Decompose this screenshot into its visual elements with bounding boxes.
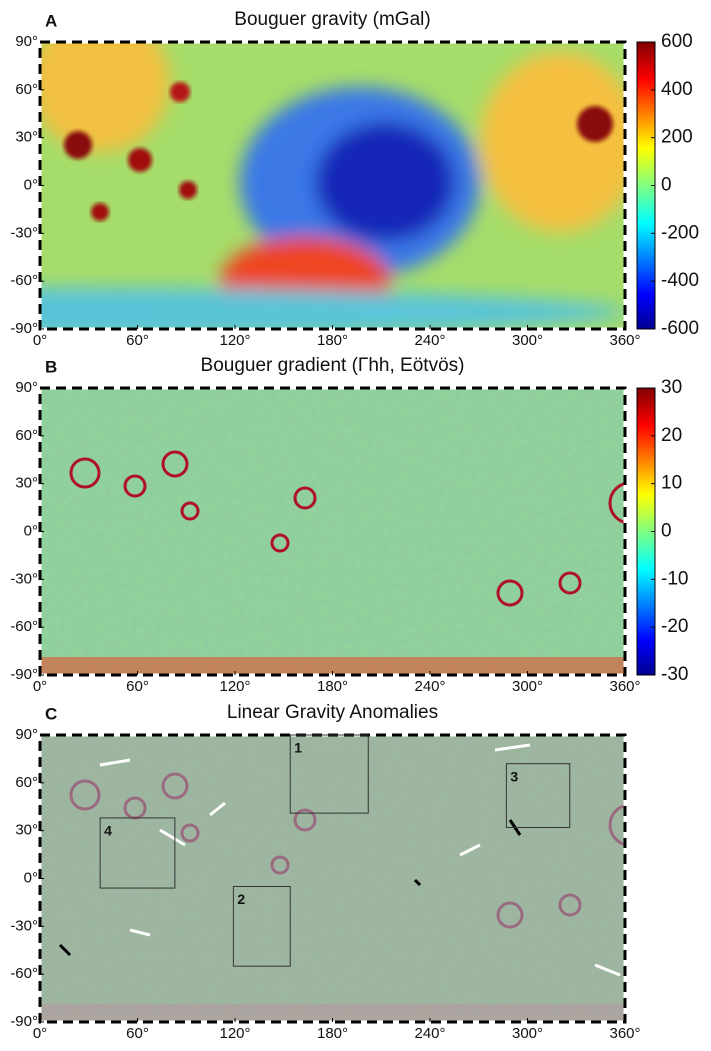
y-tick-label: 0° <box>24 176 38 193</box>
y-tick-label: 30° <box>15 822 38 839</box>
x-tick-label: 180° <box>317 678 348 695</box>
spot <box>64 131 92 159</box>
colorbar-tick-label: 0 <box>661 175 672 196</box>
x-tick-label: 120° <box>219 1025 250 1042</box>
y-tick-label: 90° <box>15 726 38 743</box>
y-tick-label: -60° <box>10 618 38 635</box>
panel-label: C <box>45 704 57 723</box>
region-label: 1 <box>294 740 302 756</box>
spot <box>91 203 109 221</box>
map-image <box>40 388 650 675</box>
colorbar-tick-label: 30 <box>661 377 682 398</box>
y-tick-label: 60° <box>15 81 38 98</box>
x-tick-label: 60° <box>126 678 149 695</box>
x-tick-label: 240° <box>414 678 445 695</box>
panel-title: Linear Gravity Anomalies <box>227 702 438 723</box>
x-tick-label: 360° <box>609 678 640 695</box>
y-tick-label: -90° <box>10 666 38 683</box>
y-tick-label: 90° <box>15 379 38 396</box>
y-tick-label: 30° <box>15 129 38 146</box>
map-image <box>0 12 640 337</box>
x-tick-label: 300° <box>512 332 543 349</box>
x-tick-label: 60° <box>126 1025 149 1042</box>
y-tick-label: -90° <box>10 1013 38 1030</box>
x-tick-label: 180° <box>317 332 348 349</box>
colorbar-tick-label: 20 <box>661 425 682 446</box>
y-tick-label: -30° <box>10 917 38 934</box>
y-tick-label: -90° <box>10 320 38 337</box>
texture <box>40 388 625 675</box>
x-tick-label: 360° <box>609 1025 640 1042</box>
x-tick-label: 300° <box>512 1025 543 1042</box>
x-tick-label: 120° <box>219 332 250 349</box>
colorbar-tick-label: 600 <box>661 31 693 52</box>
colorbar-tick-label: 400 <box>661 79 693 100</box>
y-tick-label: -60° <box>10 272 38 289</box>
x-tick-label: 240° <box>414 332 445 349</box>
y-tick-label: 0° <box>24 869 38 886</box>
y-tick-label: 90° <box>15 33 38 50</box>
spot <box>170 82 190 102</box>
panel-title: Bouguer gradient (Γhh, Eötvös) <box>201 355 465 376</box>
x-tick-label: 60° <box>126 332 149 349</box>
spot <box>577 106 613 142</box>
region-label: 2 <box>237 891 245 907</box>
y-tick-label: 30° <box>15 475 38 492</box>
colorbar-tick-label: -20 <box>661 616 688 637</box>
blob <box>480 52 640 232</box>
colorbar-tick-label: -600 <box>661 318 699 339</box>
colorbar-tick-label: -400 <box>661 270 699 291</box>
panel-label: B <box>45 357 57 376</box>
texture <box>40 735 625 1022</box>
colorbar-tick-label: -200 <box>661 222 699 243</box>
region-label: 4 <box>104 823 112 839</box>
y-tick-label: 60° <box>15 774 38 791</box>
colorbar-tick-label: -10 <box>661 568 688 589</box>
colorbar-tick-label: 200 <box>661 127 693 148</box>
x-tick-label: 180° <box>317 1025 348 1042</box>
region-label: 3 <box>510 768 518 784</box>
y-tick-label: -60° <box>10 965 38 982</box>
blob <box>30 12 170 152</box>
figure: Bouguer gravity (mGal)A0°60°120°180°240°… <box>0 0 711 1046</box>
colorbar-tick-label: 10 <box>661 473 682 494</box>
panel-label: A <box>45 11 57 30</box>
panel-title: Bouguer gravity (mGal) <box>234 9 430 30</box>
x-tick-label: 300° <box>512 678 543 695</box>
x-tick-label: 360° <box>609 332 640 349</box>
x-tick-label: 240° <box>414 1025 445 1042</box>
y-tick-label: -30° <box>10 224 38 241</box>
blob <box>315 122 455 242</box>
y-tick-label: 0° <box>24 522 38 539</box>
spot <box>179 181 197 199</box>
colorbar-tick-label: 0 <box>661 521 672 542</box>
colorbar-tick-label: -30 <box>661 664 688 685</box>
y-tick-label: -30° <box>10 570 38 587</box>
map-image <box>40 735 650 1022</box>
x-tick-label: 120° <box>219 678 250 695</box>
y-tick-label: 60° <box>15 427 38 444</box>
spot <box>128 148 152 172</box>
